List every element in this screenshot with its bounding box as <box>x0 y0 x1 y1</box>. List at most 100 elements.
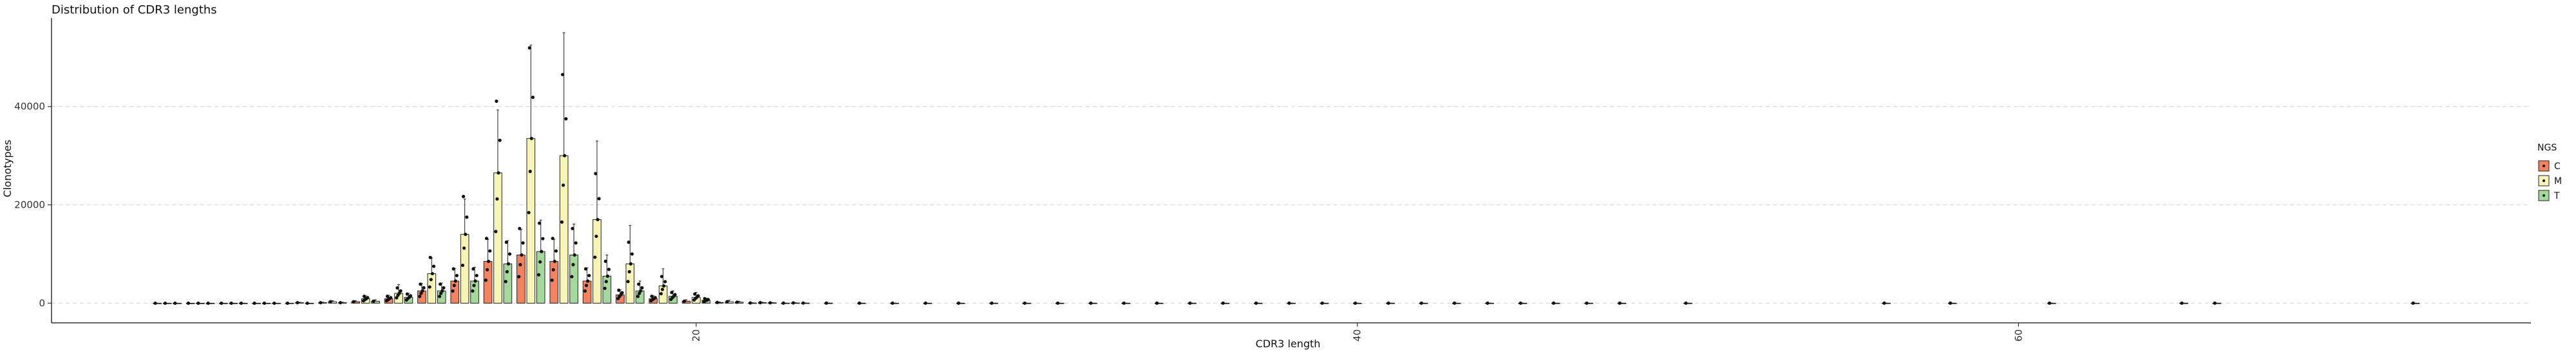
data-point <box>791 301 795 305</box>
data-point <box>1419 301 1423 305</box>
error-bars <box>298 32 2417 304</box>
x-axis-label: CDR3 length <box>1256 338 1321 350</box>
data-point <box>252 301 256 305</box>
data-point <box>593 255 597 259</box>
bar <box>460 233 469 304</box>
data-point <box>571 262 575 267</box>
data-point <box>461 194 466 199</box>
data-point <box>451 289 455 293</box>
data-point <box>956 301 961 305</box>
data-point <box>990 301 994 305</box>
bar <box>173 302 182 304</box>
data-point <box>471 289 475 293</box>
bar <box>493 172 502 304</box>
data-point <box>399 289 402 293</box>
data-point <box>1387 301 1390 305</box>
data-point <box>518 226 522 230</box>
data-point <box>637 282 641 286</box>
data-point <box>626 280 630 284</box>
bar <box>526 138 536 304</box>
data-point <box>362 295 366 298</box>
data-point <box>495 99 498 103</box>
data-point <box>1122 301 1126 305</box>
data-point <box>1452 301 1457 305</box>
data-point <box>563 154 567 158</box>
data-point <box>662 284 666 288</box>
data-point <box>429 278 433 282</box>
data-point <box>494 230 498 233</box>
data-point <box>352 300 355 304</box>
legend-title: NGS <box>2537 143 2557 153</box>
data-point <box>206 301 210 305</box>
data-point <box>2180 301 2184 305</box>
data-point <box>659 292 663 296</box>
data-point <box>442 286 446 290</box>
data-point <box>594 172 598 176</box>
data-point <box>1882 301 1886 305</box>
data-point <box>583 289 587 293</box>
data-point <box>528 169 532 174</box>
data-point <box>696 294 700 298</box>
data-point <box>153 301 157 305</box>
data-point <box>1287 301 1291 305</box>
data-point <box>604 280 608 284</box>
data-point <box>462 246 466 250</box>
bar <box>285 302 294 304</box>
data-point <box>440 289 444 293</box>
data-point <box>1188 301 1192 305</box>
data-point <box>507 252 512 256</box>
data-point <box>431 264 436 268</box>
data-point <box>196 301 200 305</box>
legend-label-m: M <box>2554 176 2562 187</box>
data-point <box>2047 301 2052 305</box>
data-point <box>735 300 739 304</box>
data-point <box>560 73 565 77</box>
legend-label-t: T <box>2553 191 2560 201</box>
data-point <box>395 286 399 290</box>
data-point <box>428 285 431 289</box>
data-point <box>627 269 631 274</box>
data-point <box>725 300 729 304</box>
data-point <box>1023 301 1027 305</box>
data-point <box>659 275 664 278</box>
data-point <box>504 241 508 244</box>
data-point <box>603 286 607 290</box>
data-point <box>597 197 601 201</box>
data-point <box>296 301 299 305</box>
data-point <box>504 280 507 284</box>
data-point <box>430 271 434 276</box>
data-point <box>663 280 667 284</box>
data-point <box>419 282 422 286</box>
data-point <box>173 301 177 305</box>
data-point <box>758 301 762 305</box>
data-point <box>857 301 862 305</box>
data-point <box>627 241 630 244</box>
data-point <box>605 274 610 278</box>
data-point <box>437 295 442 298</box>
data-point <box>487 259 491 264</box>
bar <box>272 302 281 304</box>
data-point <box>408 294 413 298</box>
data-point <box>1684 301 1688 305</box>
data-point <box>405 292 409 296</box>
data-point <box>262 301 267 305</box>
data-point <box>630 252 634 256</box>
bar <box>569 254 578 304</box>
bar <box>252 302 261 304</box>
data-point <box>620 291 624 295</box>
data-point <box>1089 301 1093 305</box>
data-point <box>517 275 521 278</box>
data-point <box>1155 301 1159 305</box>
data-point <box>453 279 457 283</box>
data-point <box>418 295 422 298</box>
bar <box>536 251 545 304</box>
data-point <box>1353 301 1358 305</box>
data-point <box>419 291 423 295</box>
y-tick-label: 20000 <box>14 199 45 211</box>
data-point <box>607 268 611 271</box>
data-point <box>439 291 443 295</box>
legend: NGS CMT <box>2537 143 2562 201</box>
data-point <box>460 263 465 268</box>
data-point <box>703 296 706 300</box>
legend-key-dot <box>2543 165 2545 167</box>
